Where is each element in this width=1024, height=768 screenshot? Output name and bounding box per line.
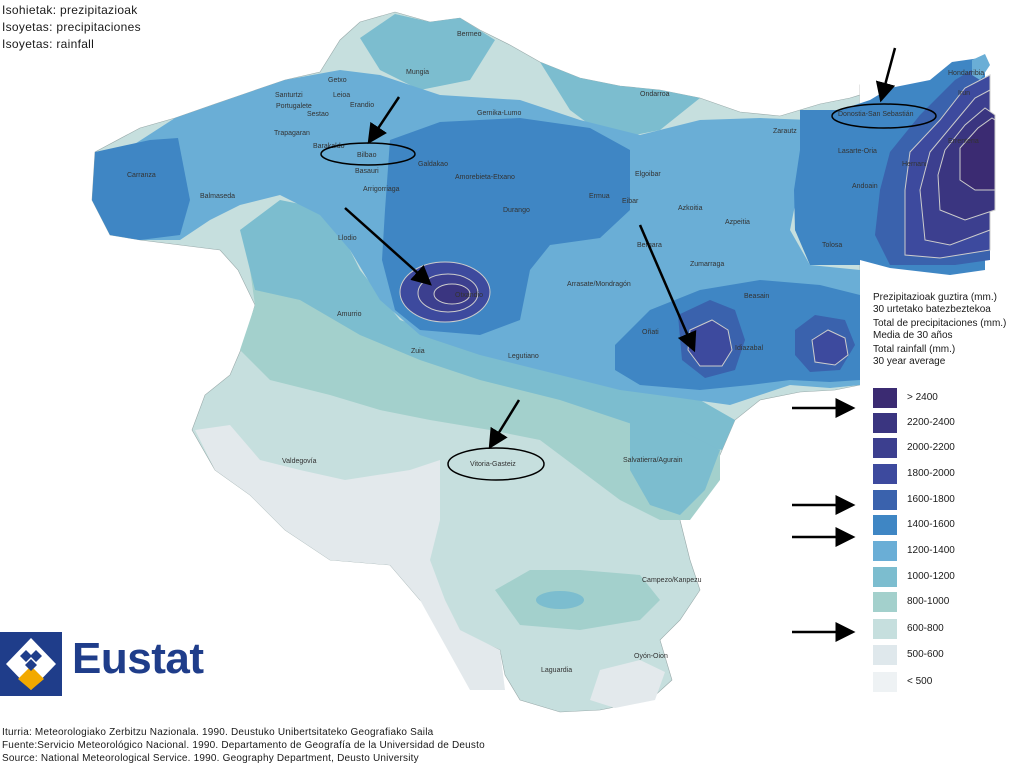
legend-item: 600-800 [873, 619, 1023, 639]
legend-item: 1400-1600 [873, 515, 1023, 535]
legend-item: 2200-2400 [873, 413, 1023, 433]
legend-label: > 2400 [907, 392, 938, 403]
legend-item: 1200-1400 [873, 541, 1023, 561]
eustat-logo-text: Eustat [72, 634, 204, 683]
legend-swatch [873, 592, 897, 612]
zone-1000-1200-b [540, 62, 700, 140]
east-over-2400 [959, 117, 996, 191]
legend-swatch [873, 413, 897, 433]
legend-label: 800-1000 [907, 596, 950, 607]
east-coast-light [972, 54, 990, 80]
zone-1000-1200-small [536, 591, 584, 609]
eustat-logo: Eustat [0, 632, 250, 698]
legend-title-3: Total de precipitaciones (mm.) [873, 318, 1007, 329]
legend-swatch [873, 645, 897, 665]
legend-title-2: 30 urtetako batezbeztekoa [873, 303, 991, 315]
title-basque: Isohietak: prezipitazioak [2, 3, 138, 17]
legend-swatch [873, 515, 897, 535]
legend-item: 800-1000 [873, 592, 1023, 612]
legend-label: 2000-2200 [907, 442, 955, 453]
legend-label: 1400-1600 [907, 519, 955, 530]
legend-label: 1200-1400 [907, 545, 955, 556]
zone-1400-1600-west [92, 138, 190, 240]
legend-swatch [873, 567, 897, 587]
zone-500-600 [195, 425, 505, 690]
zone-1000-1200 [360, 14, 495, 90]
legend-swatch [873, 672, 897, 692]
legend-item: 2000-2200 [873, 438, 1023, 458]
legend-title-4: Media de 30 años [873, 329, 953, 341]
legend-item: < 500 [873, 672, 1023, 692]
legend-swatch [873, 388, 897, 408]
legend-swatch [873, 464, 897, 484]
title-spanish: Isoyetas: precipitaciones [2, 20, 141, 34]
legend-title: Prezipitazioak guztira (mm.) 30 urtetako… [873, 292, 1023, 370]
legend-swatch [873, 490, 897, 510]
map-title: Isohietak: prezipitazioak Isoyetas: prec… [2, 2, 141, 53]
source-english: Source: National Meteorological Service.… [2, 753, 419, 764]
source-spanish: Fuente:Servicio Meteorológico Nacional. … [2, 740, 485, 751]
rainfall-map [91, 11, 860, 713]
legend-title-6: 30 year average [873, 355, 946, 367]
zone-500-600-b [590, 660, 665, 708]
legend-label: < 500 [907, 676, 933, 687]
legend-swatch [873, 541, 897, 561]
zone-1800-2000-idiazabal [811, 329, 849, 366]
legend-label: 600-800 [907, 623, 944, 634]
legend-item: 1000-1200 [873, 567, 1023, 587]
legend-label: 1800-2000 [907, 468, 955, 479]
legend-title-1: Prezipitazioak guztira (mm.) [873, 292, 997, 303]
legend-item: 1600-1800 [873, 490, 1023, 510]
legend-label: 2200-2400 [907, 417, 955, 428]
legend-swatch [873, 619, 897, 639]
source-basque: Iturria: Meteorologiako Zerbitzu Naziona… [2, 727, 434, 738]
legend-item: 1800-2000 [873, 464, 1023, 484]
zone-1800-2000-onati [687, 319, 733, 367]
zone-1000-1200-d [630, 420, 720, 515]
source-note: Iturria: Meteorologiako Zerbitzu Naziona… [2, 726, 485, 765]
title-english: Isoyetas: rainfall [2, 37, 95, 51]
legend-title-5: Total rainfall (mm.) [873, 344, 956, 355]
legend-item: > 2400 [873, 388, 1023, 408]
eustat-logo-icon [0, 632, 62, 696]
legend-swatch [873, 438, 897, 458]
legend-label: 1000-1200 [907, 571, 955, 582]
legend-label: 500-600 [907, 649, 944, 660]
legend-label: 1600-1800 [907, 494, 955, 505]
zone-2200-2400-otxandio [433, 283, 471, 305]
legend-item: 500-600 [873, 645, 1023, 665]
